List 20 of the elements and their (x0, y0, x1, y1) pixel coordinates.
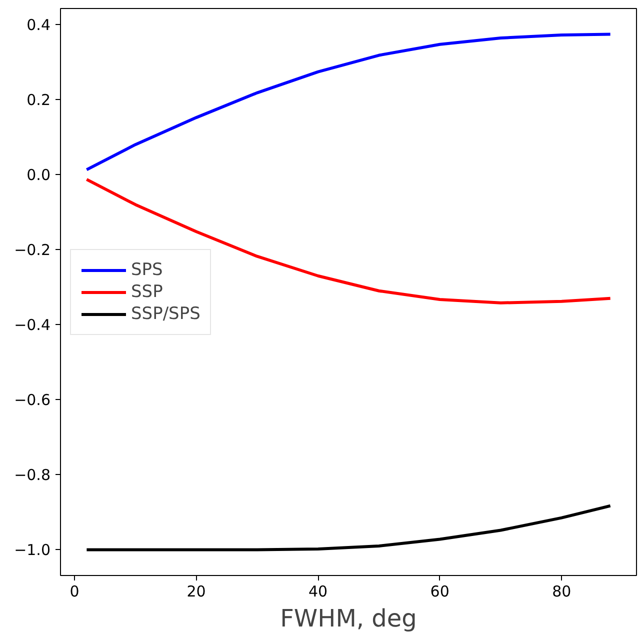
y-tick-label: 0.0 (26, 166, 51, 184)
line-series (85, 32, 612, 172)
y-tick-label: −1.0 (14, 541, 51, 560)
x-tick-label: 40 (308, 582, 328, 600)
x-tick-label: 0 (70, 582, 80, 600)
x-tick-label: 80 (552, 582, 572, 600)
y-tick-label: −0.2 (14, 241, 51, 260)
y-tick-label: −0.8 (14, 466, 51, 484)
y-tick-label: −0.6 (14, 391, 51, 410)
line-series (85, 504, 612, 552)
legend-label: SSP/SPS (131, 304, 200, 324)
legend-label: SPS (131, 260, 163, 280)
y-tick-label: −0.4 (14, 316, 51, 334)
y-tick-label: 0.4 (26, 16, 51, 34)
line-series (85, 178, 612, 304)
x-tick-label: 20 (186, 582, 206, 600)
y-tick-label: 0.2 (26, 91, 51, 110)
x-tick-label: 60 (430, 582, 450, 600)
x-axis-title: FWHM, deg (280, 604, 417, 632)
legend-label: SSP (131, 282, 163, 302)
